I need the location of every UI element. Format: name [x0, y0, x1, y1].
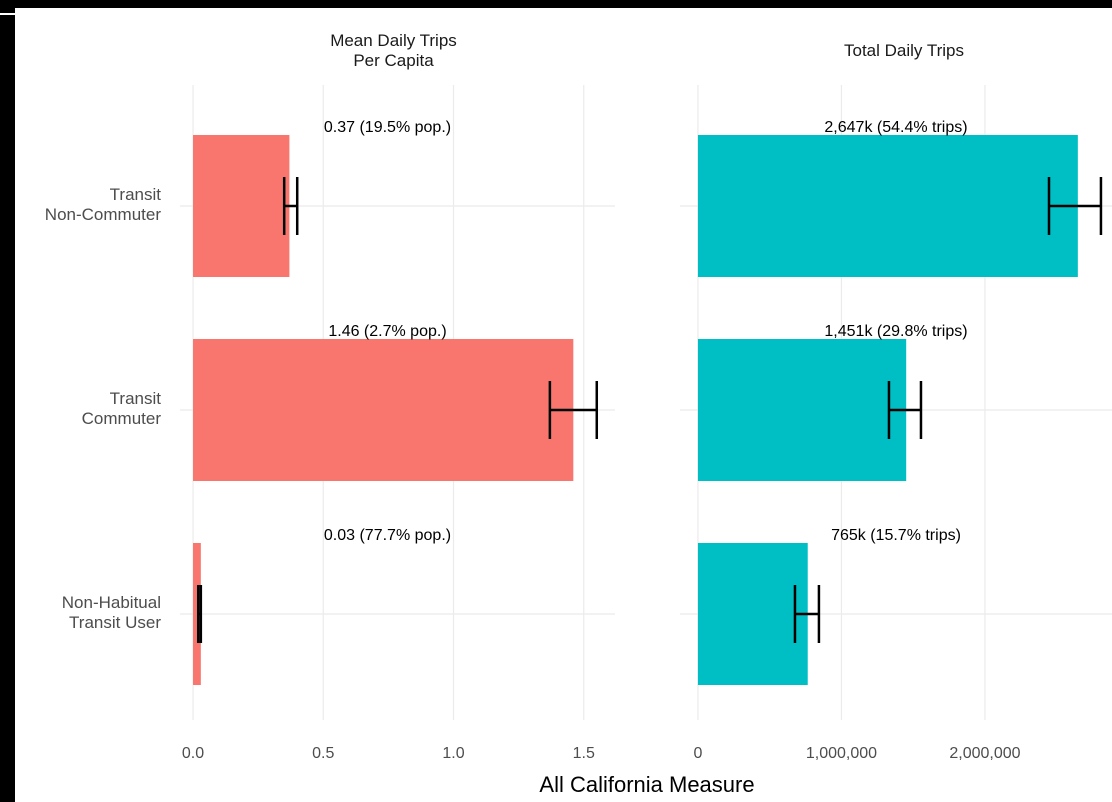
x-axis-title: All California Measure: [539, 772, 754, 797]
x-tick-label: 0.0: [182, 745, 204, 762]
value-label: 0.03 (77.7% pop.): [324, 527, 451, 544]
y-tick-label: Transit Commuter: [82, 390, 162, 429]
x-tick-label: 1,000,000: [806, 745, 877, 762]
value-label: 1.46 (2.7% pop.): [328, 323, 446, 340]
bar: [193, 543, 201, 685]
x-tick-label: 0.5: [312, 745, 334, 762]
x-tick-label: 2,000,000: [949, 745, 1020, 762]
y-tick-label: Non-Habitual Transit User: [62, 594, 162, 633]
error-bar: [282, 177, 299, 235]
bar: [697, 543, 808, 685]
value-label: 765k (15.7% trips): [831, 527, 961, 544]
value-label: 0.37 (19.5% pop.): [324, 119, 451, 136]
value-label: 2,647k (54.4% trips): [824, 119, 967, 136]
panel-title: Total Daily Trips: [844, 41, 964, 60]
error-bar: [887, 381, 923, 439]
x-tick-label: 1.5: [573, 745, 595, 762]
error-bar: [793, 585, 821, 643]
bar: [697, 135, 1078, 277]
x-tick-label: 1.0: [442, 745, 464, 762]
value-label: 1,451k (29.8% trips): [824, 323, 967, 340]
error-bar: [548, 381, 599, 439]
error-bar: [196, 585, 203, 643]
frame-left: [0, 0, 15, 802]
x-tick-label: 0: [693, 745, 702, 762]
frame-top: [0, 0, 1112, 8]
bar: [193, 135, 290, 277]
bar: [697, 339, 907, 481]
y-tick-label: Transit Non-Commuter: [45, 186, 162, 225]
bar: [193, 339, 574, 481]
error-bar: [1047, 177, 1103, 235]
panel-title: Mean Daily Trips Per Capita: [330, 32, 457, 71]
